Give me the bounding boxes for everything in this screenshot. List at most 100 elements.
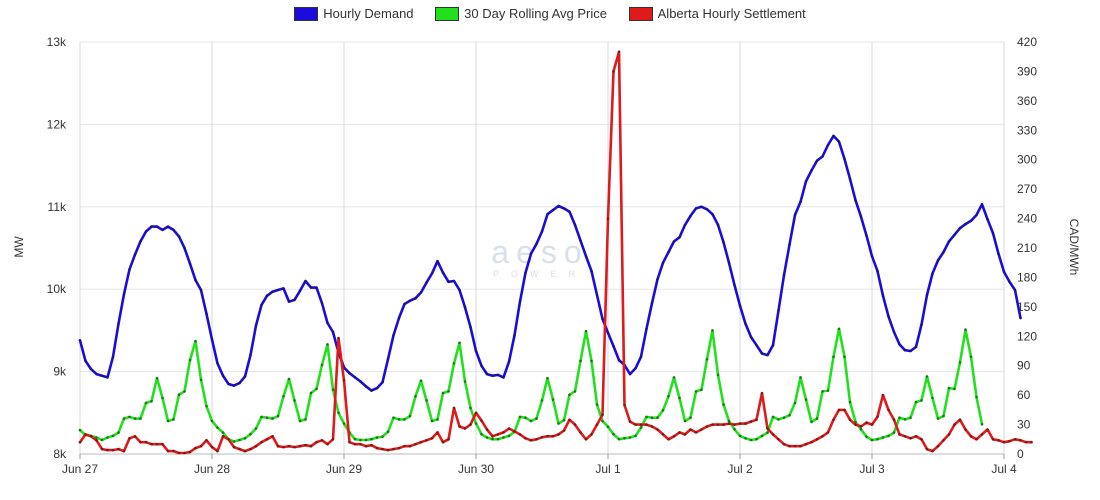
data-point[interactable] <box>117 322 120 326</box>
data-point[interactable] <box>287 444 291 448</box>
data-point[interactable] <box>161 396 164 400</box>
data-point[interactable] <box>540 399 544 402</box>
data-point[interactable] <box>672 240 676 243</box>
data-point[interactable] <box>172 449 175 453</box>
data-point[interactable] <box>909 349 912 353</box>
data-point[interactable] <box>793 213 797 217</box>
data-point[interactable] <box>705 357 709 361</box>
data-point[interactable] <box>815 438 819 441</box>
data-point[interactable] <box>463 427 467 430</box>
data-point[interactable] <box>221 431 225 434</box>
data-point[interactable] <box>452 406 456 410</box>
data-point[interactable] <box>183 390 186 393</box>
data-point[interactable] <box>766 427 769 430</box>
data-point[interactable] <box>859 428 863 431</box>
data-point[interactable] <box>925 293 929 297</box>
data-point[interactable] <box>749 420 753 423</box>
data-point[interactable] <box>144 401 148 405</box>
data-point[interactable] <box>920 438 923 441</box>
data-point[interactable] <box>370 443 373 447</box>
data-point[interactable] <box>491 437 494 441</box>
data-point[interactable] <box>111 355 115 359</box>
data-point[interactable] <box>694 390 698 393</box>
data-point[interactable] <box>106 436 109 439</box>
data-point[interactable] <box>887 408 890 412</box>
data-point[interactable] <box>727 422 731 425</box>
data-point[interactable] <box>408 414 412 418</box>
data-point[interactable] <box>766 431 769 434</box>
data-point[interactable] <box>447 280 450 284</box>
data-point[interactable] <box>854 198 857 202</box>
data-point[interactable] <box>155 376 159 380</box>
data-point[interactable] <box>496 437 500 441</box>
data-point[interactable] <box>177 451 181 455</box>
data-point[interactable] <box>496 433 500 436</box>
data-point[interactable] <box>430 272 434 275</box>
data-point[interactable] <box>903 418 907 421</box>
data-point[interactable] <box>749 438 753 442</box>
data-point[interactable] <box>210 445 214 449</box>
data-point[interactable] <box>271 417 274 420</box>
data-point[interactable] <box>914 435 918 438</box>
data-point[interactable] <box>760 434 764 438</box>
data-point[interactable] <box>639 423 643 426</box>
data-point[interactable] <box>331 388 335 392</box>
data-point[interactable] <box>111 448 115 452</box>
data-point[interactable] <box>931 449 934 453</box>
data-point[interactable] <box>155 442 159 446</box>
data-point[interactable] <box>293 399 296 402</box>
data-point[interactable] <box>414 395 417 398</box>
data-point[interactable] <box>777 418 780 421</box>
data-point[interactable] <box>326 442 329 446</box>
data-point[interactable] <box>854 423 857 426</box>
data-point[interactable] <box>529 419 533 423</box>
data-point[interactable] <box>535 242 538 246</box>
data-point[interactable] <box>221 374 225 378</box>
data-point[interactable] <box>364 438 368 442</box>
data-point[interactable] <box>298 289 302 293</box>
data-point[interactable] <box>331 438 335 441</box>
data-point[interactable] <box>661 261 665 265</box>
data-point[interactable] <box>276 444 280 448</box>
data-point[interactable] <box>425 281 428 284</box>
data-point[interactable] <box>661 409 665 412</box>
data-point[interactable] <box>480 419 483 422</box>
data-point[interactable] <box>507 427 511 430</box>
data-point[interactable] <box>243 437 247 440</box>
data-point[interactable] <box>436 259 439 263</box>
data-point[interactable] <box>1008 439 1011 443</box>
data-point[interactable] <box>287 300 291 303</box>
data-point[interactable] <box>810 440 813 444</box>
data-point[interactable] <box>166 419 170 423</box>
data-point[interactable] <box>441 271 445 275</box>
data-point[interactable] <box>529 439 533 442</box>
data-point[interactable] <box>480 432 483 436</box>
data-point[interactable] <box>260 440 263 444</box>
data-point[interactable] <box>881 436 885 439</box>
data-point[interactable] <box>216 449 219 453</box>
data-point[interactable] <box>755 437 758 441</box>
data-point[interactable] <box>496 373 500 377</box>
data-point[interactable] <box>782 416 786 420</box>
data-point[interactable] <box>210 419 214 423</box>
data-point[interactable] <box>645 423 648 426</box>
data-point[interactable] <box>397 446 401 450</box>
data-point[interactable] <box>716 223 720 227</box>
data-point[interactable] <box>953 423 956 426</box>
data-point[interactable] <box>975 213 978 217</box>
data-point[interactable] <box>100 438 104 442</box>
data-point[interactable] <box>755 343 758 347</box>
data-point[interactable] <box>326 321 329 325</box>
data-point[interactable] <box>881 393 885 397</box>
data-point[interactable] <box>546 212 549 216</box>
data-point[interactable] <box>502 376 505 379</box>
data-point[interactable] <box>887 315 890 318</box>
data-point[interactable] <box>392 334 395 337</box>
data-point[interactable] <box>139 440 142 444</box>
data-point[interactable] <box>826 143 830 147</box>
data-point[interactable] <box>777 309 780 312</box>
data-point[interactable] <box>430 437 434 440</box>
data-point[interactable] <box>964 222 967 226</box>
data-point[interactable] <box>870 254 874 258</box>
data-point[interactable] <box>117 431 120 434</box>
